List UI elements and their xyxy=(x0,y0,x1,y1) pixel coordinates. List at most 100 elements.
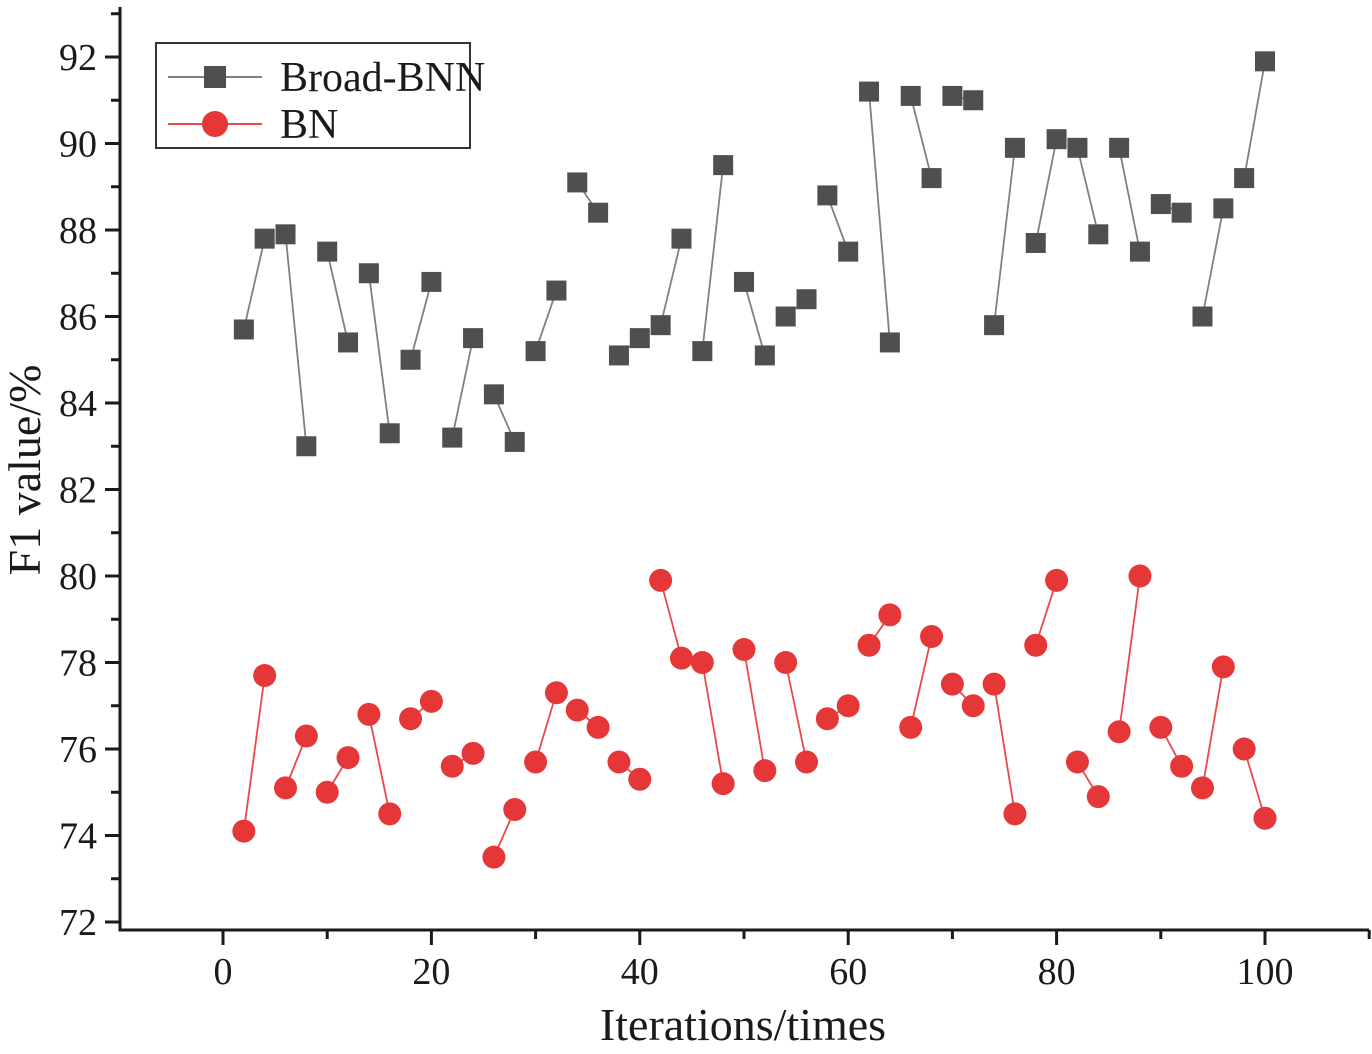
series-bn-circle-marker xyxy=(711,772,735,796)
series-broad-bnn-square-marker xyxy=(1088,224,1109,245)
series-bn-circle-marker xyxy=(1086,785,1110,809)
y-tick-label: 84 xyxy=(59,383,97,425)
series-bn-circle-marker xyxy=(1232,737,1256,761)
series-broad-bnn-square-marker xyxy=(734,271,754,292)
series-broad-bnn-square-marker xyxy=(296,436,317,457)
x-tick-label: 40 xyxy=(621,951,659,993)
series-bn-circle-marker xyxy=(669,646,693,670)
series-bn-circle-marker xyxy=(1107,720,1131,744)
series-broad-bnn-square-marker xyxy=(921,168,942,189)
series-broad-bnn-square-marker xyxy=(1171,202,1192,223)
y-axis-title: F1 value/% xyxy=(0,365,50,576)
series-bn-circle-marker xyxy=(878,603,902,627)
series-broad-bnn-square-marker xyxy=(317,241,338,262)
series-bn-circle-marker xyxy=(482,845,506,869)
series-bn-circle-marker xyxy=(378,802,402,826)
series-broad-bnn-segment xyxy=(743,281,766,356)
series-bn-circle-marker xyxy=(544,681,568,705)
series-bn-circle-marker xyxy=(357,702,381,726)
series-bn-circle-marker xyxy=(565,698,589,722)
series-broad-bnn-square-marker xyxy=(775,306,796,327)
series-bn-circle-marker xyxy=(857,633,881,657)
x-tick-label: 0 xyxy=(214,951,233,993)
series-broad-bnn-segment xyxy=(367,273,391,434)
series-broad-bnn-segment xyxy=(1076,147,1100,235)
series-broad-bnn-segment xyxy=(868,91,891,343)
series-bn-circle-marker xyxy=(503,798,527,822)
series-bn-circle-marker xyxy=(1003,802,1027,826)
series-bn-circle-marker xyxy=(1253,806,1277,830)
series-broad-bnn-square-marker xyxy=(525,341,546,362)
series-broad-bnn-square-marker xyxy=(463,328,484,349)
series-broad-bnn-square-marker xyxy=(1109,137,1130,158)
series-broad-bnn-square-marker xyxy=(400,349,421,370)
series-bn-circle-marker xyxy=(1128,564,1152,588)
series-broad-bnn-square-marker xyxy=(588,202,609,223)
series-bn-segment xyxy=(993,683,1016,815)
series-broad-bnn-square-marker xyxy=(838,241,859,262)
series-broad-bnn-square-marker xyxy=(608,345,629,366)
series-bn-segment xyxy=(909,636,933,728)
series-bn-segment xyxy=(242,675,266,832)
series-broad-bnn-square-marker xyxy=(817,185,838,206)
series-broad-bnn-square-marker xyxy=(984,315,1005,336)
legend-label-bn: BN xyxy=(280,102,338,148)
series-broad-bnn-square-marker xyxy=(338,332,359,353)
series-broad-bnn-square-marker xyxy=(1129,241,1150,262)
legend-label-broad-bnn: Broad-BNN xyxy=(280,55,485,101)
series-bn-segment xyxy=(1201,666,1225,789)
y-tick-label: 80 xyxy=(59,556,97,598)
series-broad-bnn-segment xyxy=(993,147,1016,326)
series-bn-circle-marker xyxy=(274,776,298,800)
series-broad-bnn-segment xyxy=(1201,208,1225,317)
series-broad-bnn-segment xyxy=(1118,147,1141,252)
series-broad-bnn-square-marker xyxy=(1255,51,1275,72)
series-bn-circle-marker xyxy=(336,746,360,770)
series-bn-circle-marker xyxy=(399,707,423,731)
series-broad-bnn-square-marker xyxy=(879,332,900,353)
series-bn-circle-marker xyxy=(1211,655,1235,679)
series-bn-segment xyxy=(534,692,558,763)
x-tick-label: 100 xyxy=(1237,951,1294,993)
series-broad-bnn-square-marker xyxy=(233,319,254,340)
series-bn-segment xyxy=(659,580,683,659)
series-bn-segment xyxy=(784,662,808,763)
series-broad-bnn-square-marker xyxy=(1025,232,1046,253)
series-broad-bnn-square-marker xyxy=(546,280,567,301)
series-broad-bnn-square-marker xyxy=(1234,168,1255,189)
series-broad-bnn-square-marker xyxy=(754,345,775,366)
y-tick-label: 86 xyxy=(59,297,97,339)
series-broad-bnn-segment xyxy=(1243,61,1266,179)
series-broad-bnn-segment xyxy=(534,290,558,352)
legend-circle-marker-icon xyxy=(202,111,228,137)
x-tick-label: 60 xyxy=(829,951,867,993)
series-broad-bnn-segment xyxy=(1034,138,1058,244)
series-bn-circle-marker xyxy=(815,707,839,731)
x-axis-title: Iterations/times xyxy=(600,999,886,1050)
series-broad-bnn-square-marker xyxy=(504,431,525,452)
series-broad-bnn-square-marker xyxy=(421,271,442,292)
x-tick-label: 20 xyxy=(412,951,450,993)
series-broad-bnn-square-marker xyxy=(629,328,650,349)
series-bn-circle-marker xyxy=(440,754,464,778)
series-bn-circle-marker xyxy=(940,672,964,696)
series-bn-segment xyxy=(743,649,766,771)
series-broad-bnn-square-marker xyxy=(1213,198,1234,219)
series-bn-circle-marker xyxy=(690,651,714,674)
y-tick-label: 76 xyxy=(59,729,97,771)
series-bn-circle-marker xyxy=(1149,715,1173,739)
series-broad-bnn-square-marker xyxy=(483,384,504,405)
y-tick-label: 82 xyxy=(59,470,97,512)
series-bn-circle-marker xyxy=(1045,568,1069,592)
series-broad-bnn-segment xyxy=(326,251,349,343)
legend-item-broad-bnn: Broad-BNN xyxy=(168,55,485,101)
series-broad-bnn-segment xyxy=(909,95,933,179)
series-broad-bnn-square-marker xyxy=(900,85,921,106)
series-broad-bnn-square-marker xyxy=(1004,137,1025,158)
series-broad-bnn-square-marker xyxy=(442,427,463,448)
series-bn-circle-marker xyxy=(836,694,860,718)
series-broad-bnn-square-marker xyxy=(859,81,880,102)
series-bn-circle-marker xyxy=(732,638,756,662)
